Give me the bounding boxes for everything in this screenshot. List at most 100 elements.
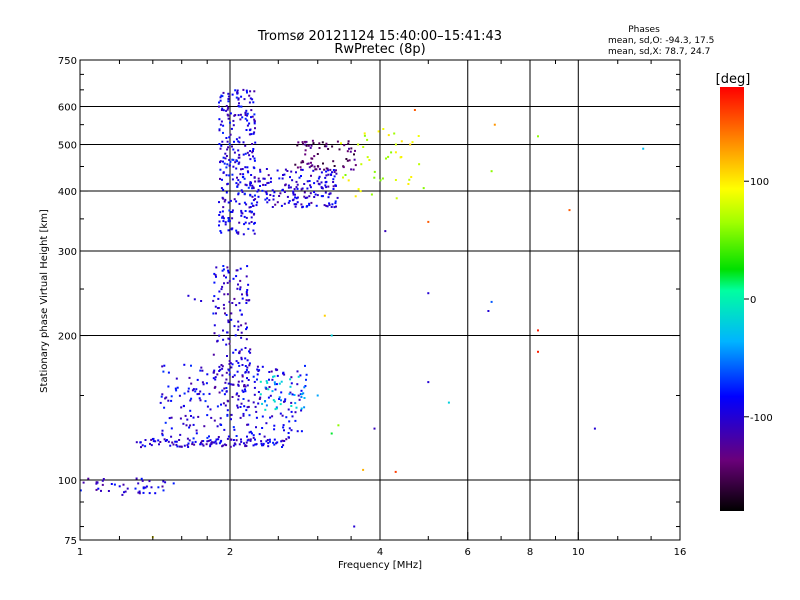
data-point: [228, 363, 231, 365]
data-point: [303, 195, 306, 198]
data-point: [224, 312, 226, 315]
data-point: [244, 322, 247, 325]
data-point: [176, 386, 179, 389]
data-point: [320, 171, 323, 174]
data-point: [227, 106, 230, 109]
data-point: [219, 99, 222, 102]
data-point: [233, 140, 235, 143]
data-point: [247, 379, 250, 381]
data-point: [178, 445, 181, 448]
data-point: [227, 146, 230, 149]
data-point: [290, 405, 293, 407]
data-point: [227, 95, 230, 98]
data-point: [250, 216, 253, 219]
data-point: [221, 269, 224, 272]
data-point: [233, 297, 236, 300]
data-point: [321, 141, 324, 144]
data-point: [493, 123, 496, 126]
data-point: [411, 141, 414, 144]
data-point: [313, 155, 316, 158]
data-point: [237, 193, 240, 196]
x-tick-label: 10: [572, 547, 585, 558]
data-point: [206, 436, 209, 439]
data-point: [240, 331, 243, 334]
data-point: [222, 217, 225, 220]
data-point: [283, 440, 286, 442]
data-point: [241, 297, 244, 300]
data-point: [225, 155, 228, 157]
data-point: [300, 389, 303, 392]
data-point: [417, 135, 420, 137]
data-point: [230, 211, 233, 213]
data-point: [295, 203, 298, 206]
data-point: [239, 181, 242, 184]
data-point: [270, 177, 272, 180]
data-point: [170, 416, 173, 419]
data-point: [344, 174, 347, 176]
data-point: [243, 442, 245, 445]
data-point: [215, 442, 218, 445]
y-tick-label: 100: [58, 476, 77, 487]
data-point: [251, 151, 254, 154]
data-point: [373, 176, 376, 179]
data-point: [222, 171, 225, 174]
data-point: [190, 382, 193, 385]
data-point: [246, 166, 249, 169]
data-point: [243, 98, 246, 101]
data-point: [295, 197, 298, 200]
data-point: [215, 266, 218, 269]
data-point: [333, 171, 336, 173]
data-point: [212, 312, 215, 315]
data-point: [224, 404, 227, 407]
data-point: [192, 423, 195, 426]
data-point: [247, 399, 250, 402]
data-point: [236, 91, 239, 94]
data-point: [186, 437, 189, 440]
data-point: [192, 388, 195, 391]
data-point: [167, 385, 170, 388]
data-point: [240, 95, 243, 98]
data-point: [246, 151, 249, 154]
data-point: [253, 90, 256, 93]
data-point: [275, 383, 278, 386]
data-point: [325, 145, 328, 148]
data-point: [229, 199, 232, 202]
data-point: [223, 387, 226, 390]
data-point: [236, 370, 239, 373]
data-point: [329, 168, 332, 171]
data-point: [174, 440, 177, 443]
axes: 1 2 4 6 8 10 16 75 100 200 300 400 500 600 750: [58, 56, 686, 558]
data-point: [247, 227, 250, 230]
data-point: [254, 198, 257, 201]
data-point: [333, 175, 336, 178]
data-point: [237, 114, 240, 117]
data-point: [167, 440, 170, 443]
data-point: [231, 375, 234, 378]
data-point: [245, 203, 248, 206]
data-point: [229, 445, 232, 448]
data-point: [276, 169, 279, 172]
data-point: [233, 442, 236, 445]
data-point: [238, 156, 241, 159]
data-point: [196, 393, 199, 396]
data-point: [227, 271, 230, 274]
data-point: [248, 206, 251, 209]
data-point: [249, 430, 252, 433]
data-point: [161, 485, 164, 488]
data-point: [289, 391, 292, 394]
data-point: [366, 138, 369, 141]
data-point: [296, 196, 299, 199]
data-point: [261, 444, 263, 447]
data-point: [213, 281, 216, 284]
data-point: [352, 168, 355, 171]
data-point: [276, 374, 279, 377]
data-point: [163, 438, 166, 441]
data-point: [246, 91, 248, 94]
data-point: [228, 209, 231, 212]
data-point: [307, 162, 310, 165]
data-point: [310, 157, 313, 160]
data-point: [246, 366, 249, 369]
data-point: [150, 438, 153, 441]
data-point: [243, 201, 246, 204]
